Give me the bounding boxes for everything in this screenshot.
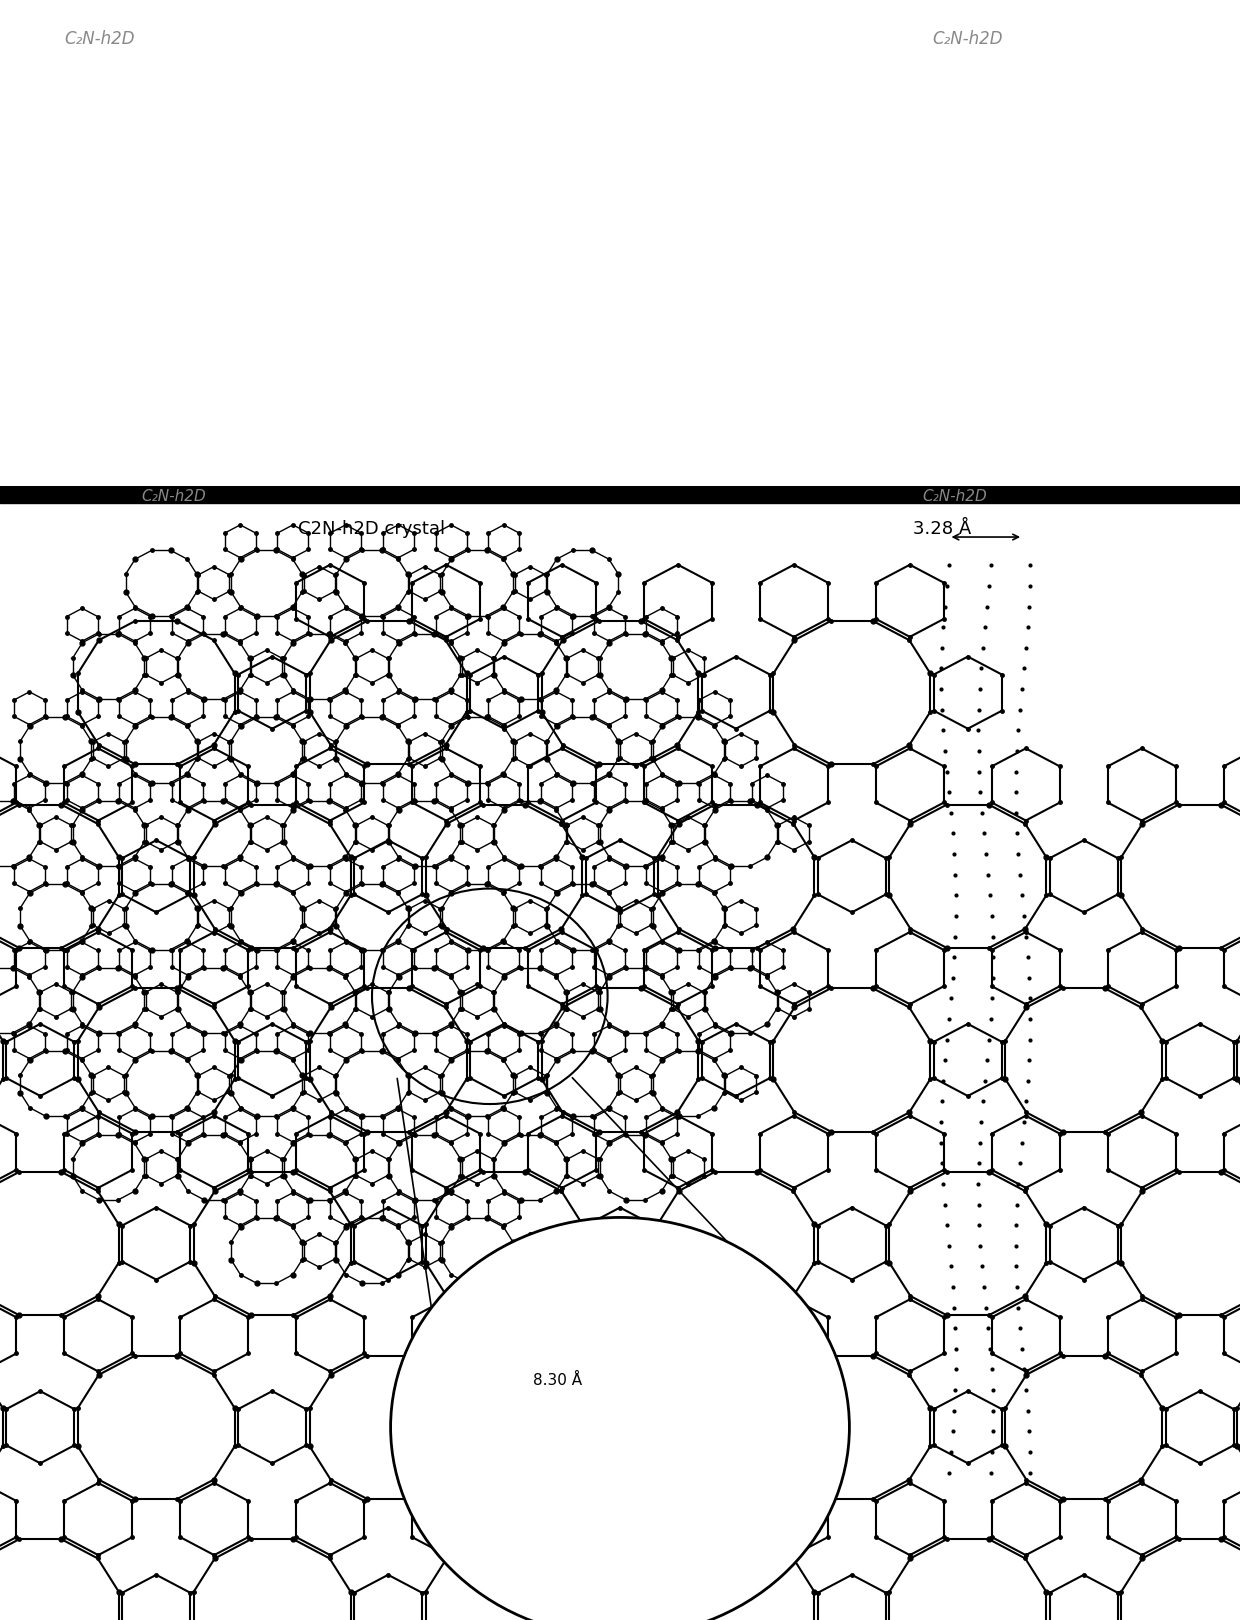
Text: 3.28 Å: 3.28 Å: [914, 520, 971, 538]
Text: 3.28 Å: 3.28 Å: [489, 248, 553, 267]
Text: C₂N-h2D: C₂N-h2D: [932, 29, 1002, 49]
Text: C2N-h2D crystal: C2N-h2D crystal: [299, 520, 445, 538]
Text: C₂N-h2D: C₂N-h2D: [923, 489, 987, 504]
Text: 8.30 Å: 8.30 Å: [533, 1372, 583, 1387]
Text: C₂N-h2D: C₂N-h2D: [141, 489, 206, 504]
Circle shape: [391, 1218, 849, 1620]
Text: C₂N-h2D: C₂N-h2D: [64, 29, 134, 49]
